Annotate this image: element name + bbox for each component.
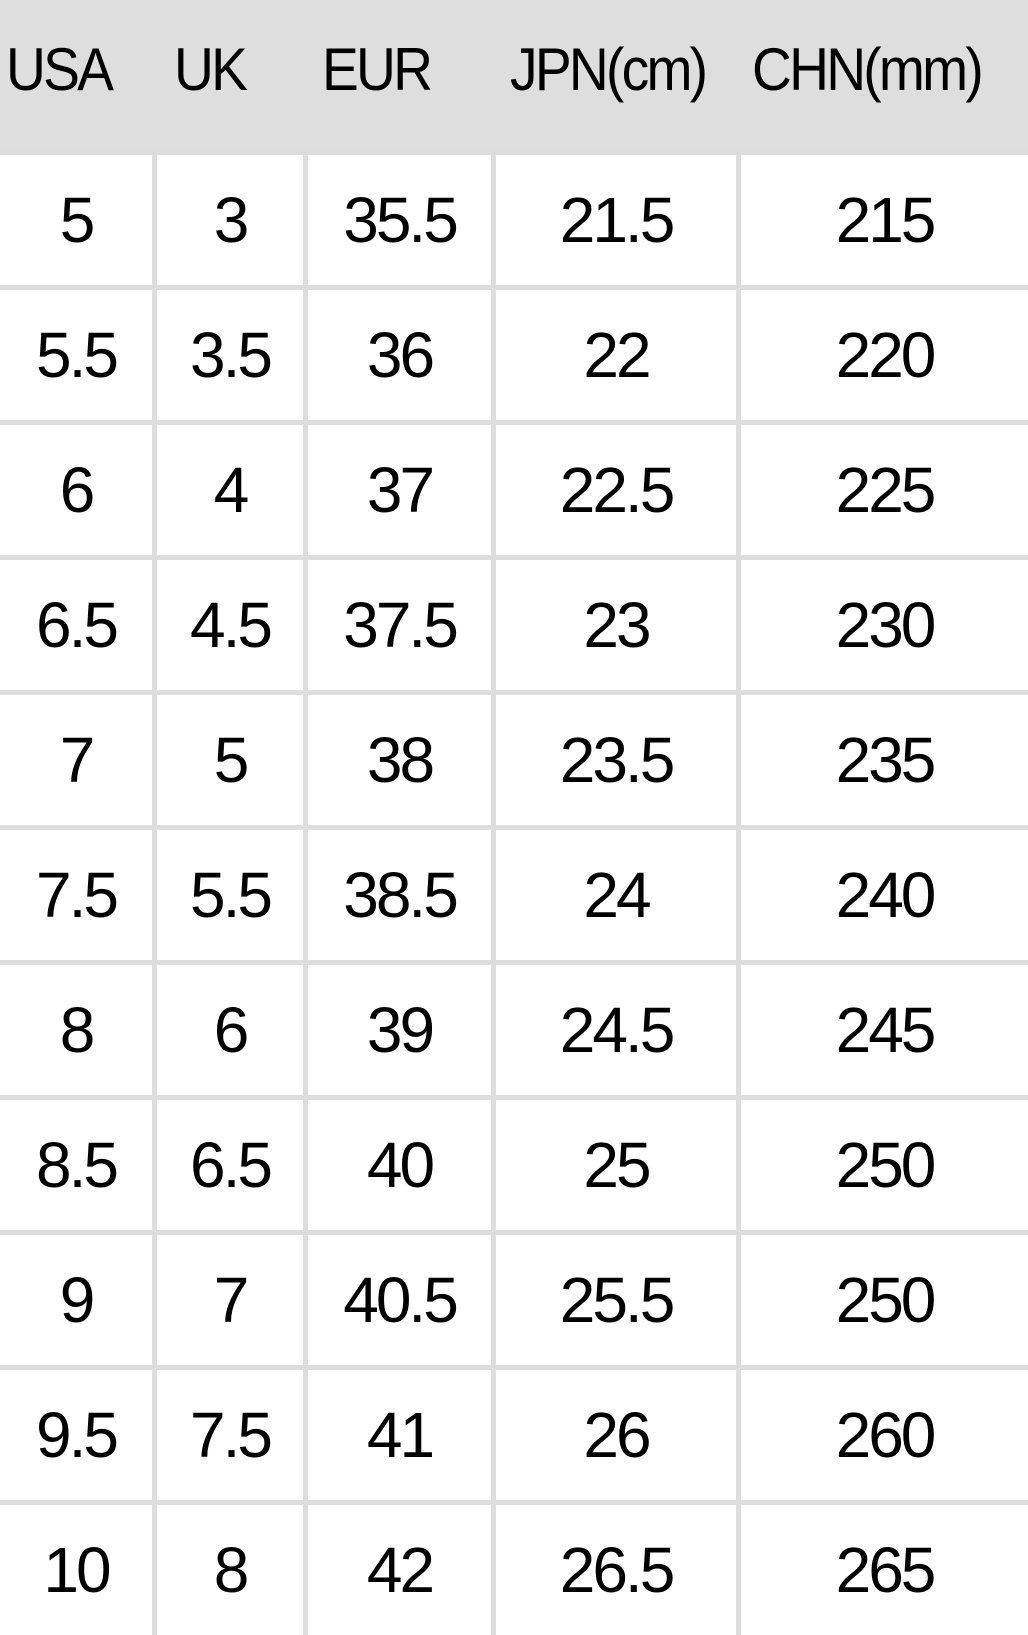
table-header: USA UK EUR JPN(cm) CHN(mm): [0, 0, 1028, 150]
cell-uk: 4.5: [157, 555, 308, 690]
cell-usa: 5.5: [0, 285, 157, 420]
cell-jpn: 22.5: [496, 420, 741, 555]
cell-uk: 6: [157, 960, 308, 1095]
cell-usa: 8: [0, 960, 157, 1095]
cell-jpn: 23.5: [496, 690, 741, 825]
header-eur: EUR: [322, 36, 433, 103]
header-uk: UK: [174, 36, 248, 103]
cell-chn: 230: [741, 555, 1028, 690]
cell-jpn: 26.5: [496, 1500, 741, 1635]
cell-eur: 40.5: [308, 1230, 496, 1365]
cell-eur: 40: [308, 1095, 496, 1230]
cell-usa: 7: [0, 690, 157, 825]
cell-chn: 240: [741, 825, 1028, 960]
cell-chn: 265: [741, 1500, 1028, 1635]
cell-uk: 7: [157, 1230, 308, 1365]
cell-jpn: 22: [496, 285, 741, 420]
cell-chn: 250: [741, 1095, 1028, 1230]
cell-usa: 6.5: [0, 555, 157, 690]
cell-uk: 5.5: [157, 825, 308, 960]
cell-usa: 8.5: [0, 1095, 157, 1230]
cell-eur: 37.5: [308, 555, 496, 690]
cell-jpn: 24.5: [496, 960, 741, 1095]
cell-uk: 3.5: [157, 285, 308, 420]
cell-chn: 215: [741, 150, 1028, 285]
cell-chn: 260: [741, 1365, 1028, 1500]
cell-usa: 7.5: [0, 825, 157, 960]
cell-eur: 41: [308, 1365, 496, 1500]
cell-usa: 5: [0, 150, 157, 285]
cell-chn: 225: [741, 420, 1028, 555]
cell-uk: 8: [157, 1500, 308, 1635]
cell-eur: 38.5: [308, 825, 496, 960]
cell-usa: 9.5: [0, 1365, 157, 1500]
cell-chn: 245: [741, 960, 1028, 1095]
cell-jpn: 25: [496, 1095, 741, 1230]
cell-usa: 10: [0, 1500, 157, 1635]
cell-jpn: 21.5: [496, 150, 741, 285]
cell-usa: 6: [0, 420, 157, 555]
header-chn: CHN(mm): [752, 36, 984, 103]
cell-uk: 5: [157, 690, 308, 825]
cell-uk: 4: [157, 420, 308, 555]
header-jpn: JPN(cm): [510, 36, 708, 103]
cell-eur: 37: [308, 420, 496, 555]
cell-chn: 250: [741, 1230, 1028, 1365]
cell-eur: 39: [308, 960, 496, 1095]
cell-eur: 42: [308, 1500, 496, 1635]
cell-jpn: 26: [496, 1365, 741, 1500]
cell-uk: 6.5: [157, 1095, 308, 1230]
cell-chn: 235: [741, 690, 1028, 825]
cell-jpn: 23: [496, 555, 741, 690]
cell-uk: 7.5: [157, 1365, 308, 1500]
cell-eur: 35.5: [308, 150, 496, 285]
header-usa: USA: [6, 36, 114, 103]
cell-jpn: 24: [496, 825, 741, 960]
cell-jpn: 25.5: [496, 1230, 741, 1365]
cell-eur: 36: [308, 285, 496, 420]
size-chart-table: 5 3 35.5 21.5 215 5.5 3.5 36 22 220 6 4 37 22.5 225 6.5…: [0, 150, 1028, 1635]
cell-eur: 38: [308, 690, 496, 825]
cell-chn: 220: [741, 285, 1028, 420]
cell-usa: 9: [0, 1230, 157, 1365]
cell-uk: 3: [157, 150, 308, 285]
